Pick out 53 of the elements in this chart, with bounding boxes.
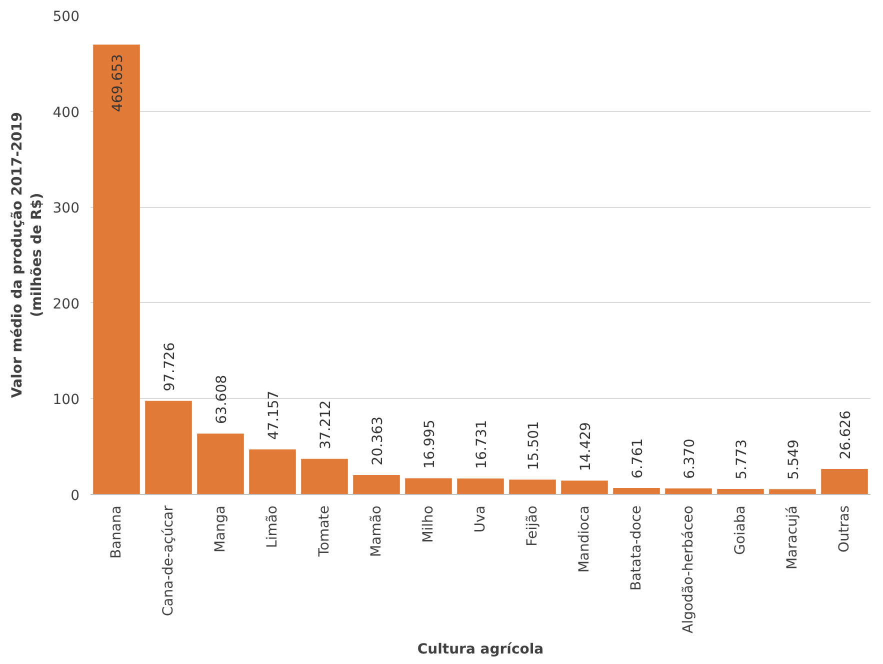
x-tick-label: Banana: [108, 505, 124, 559]
y-tick-label: 0: [70, 488, 80, 504]
bar: [353, 474, 400, 494]
bar: [197, 434, 244, 494]
bar: [717, 488, 764, 494]
bar: [145, 400, 192, 494]
x-tick-label: Manga: [212, 505, 228, 552]
x-tick-label: Maracujá: [784, 505, 800, 570]
x-tick-label: Algodão-herbáceo: [680, 505, 696, 634]
bar: [769, 489, 816, 494]
data-label: 5.773: [734, 439, 750, 480]
data-label: 15.501: [526, 421, 542, 470]
bar: [821, 468, 868, 494]
x-tick-label: Mandioca: [576, 505, 592, 573]
bar: [301, 458, 348, 494]
bar: [457, 478, 504, 494]
data-label: 97.726: [162, 342, 178, 392]
x-tick-label: Batata-doce: [628, 505, 644, 591]
x-tick-label: Milho: [420, 506, 436, 543]
data-label: 14.429: [578, 422, 594, 472]
bar: [405, 478, 452, 494]
x-axis-title: Cultura agrícola: [417, 641, 544, 658]
y-tick-label: 500: [52, 9, 80, 25]
data-label: 63.608: [214, 374, 230, 424]
data-label: 47.157: [266, 390, 282, 440]
bar: [249, 449, 296, 494]
y-tick-label: 300: [52, 200, 80, 217]
x-tick-label: Mamão: [368, 505, 384, 557]
x-tick-label: Uva: [472, 505, 488, 533]
bar: [665, 488, 712, 494]
x-tick-label: Cana-de-açúcar: [160, 505, 176, 616]
data-label: 26.626: [838, 410, 854, 460]
data-label: 6.370: [682, 438, 698, 479]
bar: [613, 488, 660, 494]
data-label: 20.363: [370, 416, 386, 466]
x-tick-label: Tomate: [316, 505, 332, 558]
y-tick-label: 100: [52, 392, 80, 408]
x-tick-label: Outras: [836, 505, 852, 553]
y-axis-title: Valor médio da produção 2017-2019 (milhões de R$): [10, 112, 45, 398]
y-tick-label: 200: [52, 296, 80, 312]
y-tick-label: 400: [52, 104, 80, 121]
bar: [93, 44, 140, 494]
data-label: 37.212: [318, 400, 334, 450]
data-label: 16.995: [422, 420, 438, 469]
x-tick-label: Limão: [264, 505, 280, 548]
x-tick-label: Goiaba: [732, 505, 748, 555]
x-tick-label: Feijão: [524, 505, 540, 546]
data-label: 16.731: [474, 420, 490, 469]
bar: [509, 480, 556, 494]
data-label: 5.549: [786, 440, 802, 480]
data-label: 469.653: [110, 54, 126, 112]
data-label: 6.761: [630, 438, 646, 478]
bar: [561, 480, 608, 494]
